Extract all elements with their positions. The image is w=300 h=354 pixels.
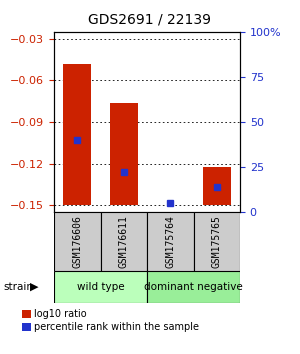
- Text: GSM176611: GSM176611: [119, 215, 129, 268]
- Text: dominant negative: dominant negative: [144, 282, 243, 292]
- Bar: [194, 212, 240, 271]
- Text: ▶: ▶: [30, 282, 38, 292]
- Bar: [54, 271, 147, 303]
- Text: strain: strain: [3, 282, 33, 292]
- Bar: [203, 167, 231, 205]
- Bar: [147, 271, 240, 303]
- Text: GDS2691 / 22139: GDS2691 / 22139: [88, 12, 212, 27]
- Bar: [100, 212, 147, 271]
- Bar: [63, 64, 91, 205]
- Text: GSM176606: GSM176606: [72, 215, 82, 268]
- Text: wild type: wild type: [77, 282, 124, 292]
- Legend: log10 ratio, percentile rank within the sample: log10 ratio, percentile rank within the …: [20, 308, 201, 334]
- Bar: [110, 103, 138, 205]
- Bar: [147, 212, 194, 271]
- Bar: [54, 212, 100, 271]
- Text: GSM175765: GSM175765: [212, 215, 222, 268]
- Text: GSM175764: GSM175764: [165, 215, 175, 268]
